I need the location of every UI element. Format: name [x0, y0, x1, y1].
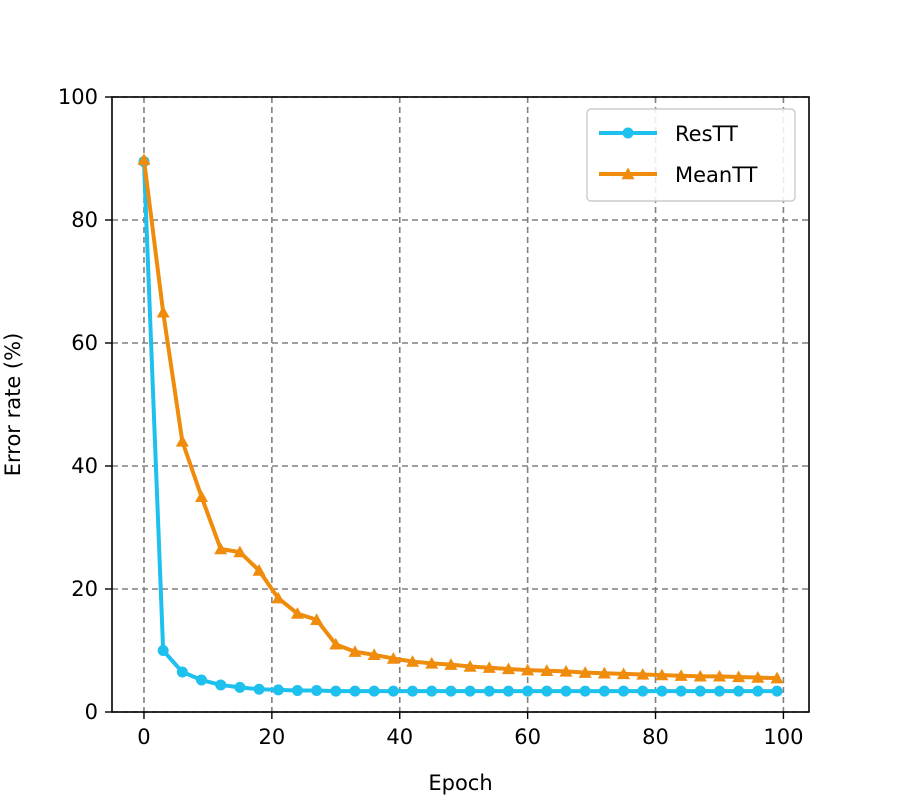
data-point — [751, 671, 765, 683]
data-point — [290, 607, 304, 619]
x-tick-label: 20 — [258, 725, 285, 749]
data-point — [732, 670, 746, 683]
legend-swatch-marker — [621, 167, 635, 180]
data-point — [329, 637, 343, 650]
x-tick-label: 40 — [386, 725, 413, 749]
data-point — [463, 659, 477, 672]
data-point — [214, 542, 228, 555]
data-point — [215, 679, 227, 691]
data-point — [176, 666, 188, 678]
y-tick-label: 40 — [71, 454, 98, 478]
data-point — [541, 685, 553, 697]
y-tick-label: 20 — [71, 577, 98, 601]
data-point — [636, 667, 650, 680]
x-axis-label: Epoch — [428, 771, 492, 795]
y-tick-label: 0 — [85, 700, 98, 724]
series-group — [137, 153, 784, 697]
legend-item-restt: ResTT — [599, 122, 738, 146]
data-point — [367, 648, 381, 661]
data-point — [196, 674, 208, 686]
y-axis-label: Error rate (%) — [1, 333, 25, 477]
data-point — [598, 685, 610, 697]
y-tick-label: 100 — [58, 85, 98, 109]
x-tick-label: 100 — [763, 725, 803, 749]
data-point — [137, 153, 151, 165]
data-point — [272, 684, 284, 696]
data-point — [560, 685, 572, 697]
data-point — [579, 685, 591, 697]
data-point — [578, 666, 592, 678]
data-point — [407, 685, 419, 697]
plot-frame — [111, 96, 810, 713]
data-point — [655, 668, 669, 681]
data-point — [156, 305, 170, 318]
data-point — [483, 685, 495, 697]
data-point — [674, 669, 688, 681]
legend-label: ResTT — [675, 122, 738, 146]
data-point — [521, 663, 535, 676]
data-point — [310, 613, 324, 625]
legend: ResTT MeanTT — [586, 108, 796, 202]
data-point — [234, 681, 246, 693]
data-point — [733, 685, 745, 697]
data-point — [675, 685, 687, 697]
data-point — [770, 671, 784, 684]
data-point — [252, 564, 266, 576]
data-point — [175, 434, 189, 447]
data-point — [771, 685, 783, 697]
data-point — [444, 658, 458, 670]
data-point — [502, 685, 514, 697]
data-point — [712, 669, 726, 682]
data-point — [464, 685, 476, 697]
data-point — [233, 545, 247, 558]
series-line — [141, 159, 780, 694]
data-point — [522, 685, 534, 697]
data-point — [195, 490, 209, 502]
data-point — [445, 685, 457, 697]
data-point — [656, 685, 668, 697]
y-tick-label: 80 — [71, 208, 98, 232]
data-point — [482, 661, 496, 673]
data-point — [386, 651, 400, 664]
data-point — [348, 645, 362, 657]
data-point — [559, 664, 573, 677]
data-point — [693, 669, 707, 682]
data-point — [618, 685, 630, 697]
data-point — [617, 667, 631, 680]
data-point — [637, 685, 649, 697]
data-point — [253, 683, 265, 695]
y-tick-label: 60 — [71, 331, 98, 355]
data-point — [597, 666, 611, 679]
legend-item-meantt: MeanTT — [599, 163, 758, 187]
data-point — [426, 685, 438, 697]
data-point — [406, 655, 420, 667]
data-point — [157, 645, 169, 656]
data-point — [349, 685, 361, 697]
data-point — [501, 662, 515, 675]
data-point — [311, 684, 323, 696]
data-point — [540, 664, 554, 676]
data-point — [271, 591, 285, 604]
data-point — [291, 684, 303, 696]
data-point — [694, 685, 706, 697]
data-point — [387, 685, 399, 697]
data-point — [713, 685, 725, 697]
x-tick-label: 60 — [514, 725, 541, 749]
legend-swatch-marker — [622, 127, 634, 139]
data-point — [752, 685, 764, 697]
x-tick-label: 80 — [642, 725, 669, 749]
series-line — [141, 157, 780, 681]
legend-label: MeanTT — [675, 163, 758, 187]
series-meantt — [137, 153, 784, 684]
x-tick-label: 0 — [137, 725, 150, 749]
data-point — [330, 685, 342, 697]
data-point — [368, 685, 380, 697]
axis-ticks: 0 20 40 60 80 100 0 20 40 60 80 100 — [58, 85, 804, 749]
data-point — [425, 656, 439, 669]
